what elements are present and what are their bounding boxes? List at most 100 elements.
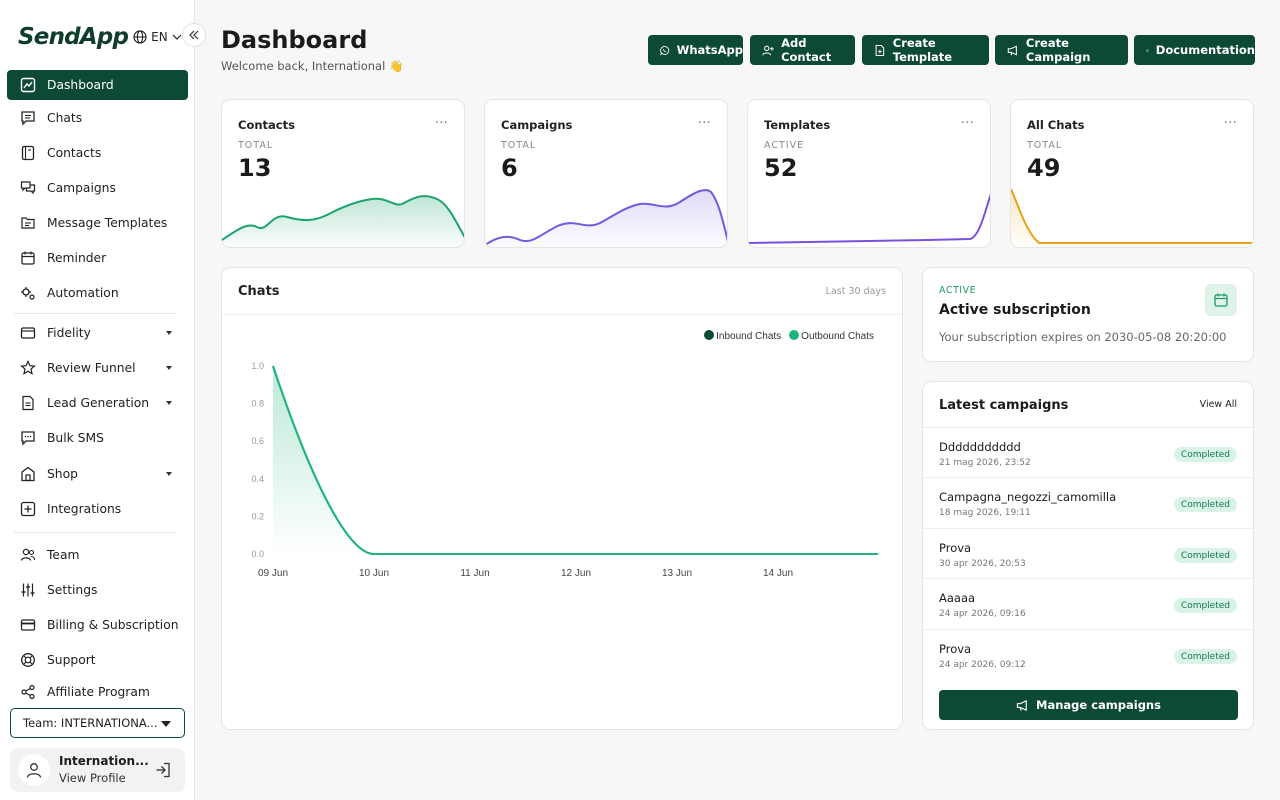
calendar-icon <box>1205 284 1237 316</box>
caret-down-icon <box>166 472 172 476</box>
language-label: EN <box>151 30 168 44</box>
sidebar-item-shop[interactable]: Shop <box>7 459 188 489</box>
sidebar-item-message-templates[interactable]: Message Templates <box>7 208 188 238</box>
stat-card-all-chats: All Chats ··· TOTAL 49 <box>1010 99 1254 248</box>
campaign-row[interactable]: Prova 24 apr 2026, 09:12 Completed <box>923 629 1253 679</box>
documentation-button[interactable]: Documentation <box>1134 35 1255 65</box>
latest-campaigns-card: Latest campaigns View All Ddddddddddd 21… <box>922 381 1254 730</box>
double-chevron-left-icon <box>189 30 199 40</box>
sidebar-item-label: Affiliate Program <box>47 685 150 699</box>
language-selector[interactable]: EN <box>133 30 182 44</box>
avatar <box>18 754 50 786</box>
manage-campaigns-button[interactable]: Manage campaigns <box>939 690 1238 720</box>
collapse-sidebar-button[interactable] <box>182 23 206 47</box>
campaign-date: 18 mag 2026, 19:11 <box>939 508 1031 518</box>
shop-icon <box>19 465 37 483</box>
campaign-name: Ddddddddddd <box>939 440 1021 454</box>
campaign-name: Aaaaa <box>939 591 976 605</box>
stat-value: 52 <box>764 154 798 182</box>
view-profile-link[interactable]: View Profile <box>59 771 126 785</box>
sidebar: SendApp EN Dashboard Chats Contacts Camp… <box>0 0 206 800</box>
sidebar-item-settings[interactable]: Settings <box>7 575 188 605</box>
create-template-button[interactable]: Create Template <box>862 35 989 65</box>
create-campaign-button[interactable]: Create Campaign <box>995 35 1128 65</box>
sidebar-item-label: Reminder <box>47 251 107 265</box>
stat-sublabel: TOTAL <box>1027 140 1063 151</box>
sidebar-item-label: Message Templates <box>47 216 168 230</box>
file-plus-icon <box>875 44 885 56</box>
campaign-name: Prova <box>939 541 972 555</box>
whatsapp-button[interactable]: WhatsApp <box>648 35 743 65</box>
main-content: Dashboard Welcome back, International 👋 … <box>195 0 1280 800</box>
sidebar-item-campaigns[interactable]: Campaigns <box>7 173 188 203</box>
latest-campaigns-title: Latest campaigns <box>939 398 1069 413</box>
series-line-outbound-chats <box>272 365 878 555</box>
legend-outbound[interactable]: Outbound Chats <box>789 330 874 342</box>
book-icon <box>1146 48 1149 52</box>
more-options-icon[interactable]: ··· <box>697 115 711 131</box>
stat-value: 49 <box>1027 154 1061 182</box>
sidebar-item-billing[interactable]: Billing & Subscription <box>7 610 188 640</box>
sidebar-item-bulk-sms[interactable]: Bulk SMS <box>7 423 188 453</box>
sparkline-templates <box>748 193 990 244</box>
sidebar-item-contacts[interactable]: Contacts <box>7 138 188 168</box>
chart-legend: Inbound Chats Outbound Chats <box>704 330 874 342</box>
sendapp-logo[interactable]: SendApp <box>18 24 129 50</box>
y-tick-label: 0.6 <box>251 436 264 446</box>
gear-automation-icon <box>19 284 37 302</box>
campaign-row[interactable]: Campagna_negozzi_camomilla 18 mag 2026, … <box>923 477 1253 527</box>
sidebar-item-label: Dashboard <box>47 78 114 92</box>
sidebar-item-dashboard[interactable]: Dashboard <box>7 70 188 100</box>
sidebar-item-lead-generation[interactable]: Lead Generation <box>7 388 188 418</box>
x-tick-label: 12 Jun <box>561 568 591 579</box>
stat-value: 13 <box>238 154 272 182</box>
sidebar-item-integrations[interactable]: Integrations <box>7 494 188 524</box>
sparkline-campaigns <box>485 189 727 247</box>
template-icon <box>19 214 37 232</box>
status-badge: Completed <box>1173 548 1237 563</box>
x-tick-label: 14 Jun <box>763 568 793 579</box>
sidebar-item-label: Automation <box>47 286 119 300</box>
more-options-icon[interactable]: ··· <box>960 115 974 131</box>
campaign-row[interactable]: Prova 30 apr 2026, 20:53 Completed <box>923 528 1253 578</box>
stat-label: Contacts <box>238 118 295 132</box>
campaign-date: 21 mag 2026, 23:52 <box>939 458 1031 468</box>
add-contact-button[interactable]: Add Contact <box>750 35 855 65</box>
more-options-icon[interactable]: ··· <box>1223 115 1237 131</box>
create-campaign-label: Create Campaign <box>1025 36 1091 64</box>
sidebar-item-label: Settings <box>47 583 98 597</box>
sidebar-item-chats[interactable]: Chats <box>7 103 188 133</box>
profile-card[interactable]: Internation... View Profile <box>10 748 185 792</box>
logout-icon[interactable] <box>154 761 172 783</box>
chats-line-chart: 1.0 0.8 0.6 0.4 0.2 0.0 09 Jun 10 Jun 11 Jun 12 J… <box>251 361 878 579</box>
sidebar-item-affiliate[interactable]: Affiliate Program <box>7 678 188 706</box>
sidebar-item-automation[interactable]: Automation <box>7 278 188 308</box>
subscription-expiry: Your subscription expires on 2030-05-08 … <box>939 330 1227 344</box>
campaign-row[interactable]: Aaaaa 24 apr 2026, 09:16 Completed <box>923 578 1253 628</box>
legend-inbound[interactable]: Inbound Chats <box>704 330 781 342</box>
stat-label: Templates <box>764 118 831 132</box>
sidebar-item-review-funnel[interactable]: Review Funnel <box>7 353 188 383</box>
chat-bubbles-icon <box>19 179 37 197</box>
y-tick-label: 0.8 <box>251 399 264 409</box>
team-select[interactable]: Team: INTERNATIONA... <box>10 708 185 738</box>
share-icon <box>19 683 37 701</box>
sidebar-item-support[interactable]: Support <box>7 645 188 675</box>
campaign-row[interactable]: Ddddddddddd 21 mag 2026, 23:52 Completed <box>923 427 1253 477</box>
more-options-icon[interactable]: ··· <box>434 115 448 131</box>
sidebar-item-fidelity[interactable]: Fidelity <box>7 318 188 348</box>
address-book-icon <box>19 144 37 162</box>
stat-card-contacts: Contacts ··· TOTAL 13 <box>221 99 465 248</box>
sidebar-item-label: Contacts <box>47 146 102 160</box>
campaign-date: 30 apr 2026, 20:53 <box>939 559 1026 569</box>
stat-card-campaigns: Campaigns ··· TOTAL 6 <box>484 99 728 248</box>
whatsapp-icon <box>660 45 670 56</box>
view-all-link[interactable]: View All <box>1199 399 1237 410</box>
calendar-icon <box>19 249 37 267</box>
page-title: Dashboard <box>221 26 368 54</box>
chevron-down-icon <box>172 34 182 40</box>
sidebar-item-reminder[interactable]: Reminder <box>7 243 188 273</box>
sidebar-item-team[interactable]: Team <box>7 540 188 570</box>
sidebar-item-label: Chats <box>47 111 83 125</box>
legend-dot <box>704 330 715 340</box>
